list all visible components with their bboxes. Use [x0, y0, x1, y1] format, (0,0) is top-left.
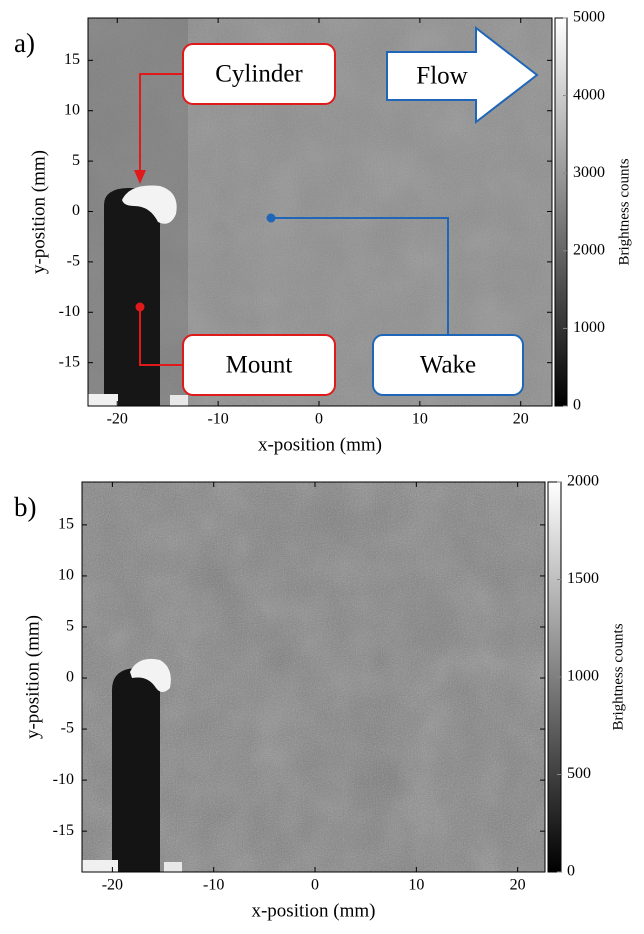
annotation-box [182, 334, 336, 396]
y-tick-label: -15 [59, 353, 80, 370]
y-tick-label: -5 [61, 720, 74, 737]
y-tick-label: 10 [64, 101, 80, 118]
colorbar-label: Brightness counts [616, 158, 632, 265]
annotation-box [182, 43, 336, 105]
y-axis-label: y-position (mm) [28, 150, 49, 274]
x-tick-label: -20 [102, 877, 123, 894]
y-tick-label: 15 [64, 51, 80, 68]
x-tick-label: 10 [412, 411, 428, 428]
x-tick-label: -10 [203, 877, 224, 894]
colorbar-tick-label: 0 [567, 863, 575, 880]
leader [139, 73, 183, 172]
colorbar-tick-label: 4000 [573, 86, 605, 103]
colorbar-tick-label: 2000 [567, 473, 599, 490]
x-tick-label: 0 [315, 411, 323, 428]
colorbar-label: Brightness counts [610, 623, 626, 730]
x-tick-label: -20 [107, 411, 128, 428]
annotation: Wake [420, 352, 476, 379]
annotation-box [372, 334, 524, 396]
colorbar-tick-label: 3000 [573, 164, 605, 181]
colorbar-tick-label: 500 [567, 765, 591, 782]
panel-label: b) [14, 492, 37, 522]
annotation: Flow [416, 63, 467, 90]
y-tick-label: -15 [53, 822, 74, 839]
annotation: Mount [226, 352, 293, 379]
colorbar-tick-label: 5000 [573, 9, 605, 26]
x-axis-label: x-position (mm) [251, 900, 375, 921]
colorbar-tick-label: 0 [573, 397, 581, 414]
x-tick-label: 10 [408, 877, 424, 894]
y-tick-label: -10 [53, 771, 74, 788]
panel-label: a) [14, 28, 35, 58]
axes: -20 -10 0 10 20 -15 -10 -5 0 5 10 15 x-position (mm)… [14, 9, 632, 922]
colorbar [554, 17, 568, 407]
y-tick-label: 15 [58, 516, 74, 533]
y-tick-label: 5 [66, 618, 74, 635]
x-tick-label: 20 [513, 411, 529, 428]
arrowhead [134, 170, 146, 184]
colorbar-tick-label: 2000 [573, 241, 605, 258]
y-tick-label: 10 [58, 567, 74, 584]
colorbar-tick-label: 1500 [567, 570, 599, 587]
annotation: Cylinder [215, 61, 303, 88]
x-tick-label: 20 [510, 877, 526, 894]
x-tick-label: 0 [311, 877, 319, 894]
image-b [82, 482, 545, 872]
marker [266, 213, 276, 223]
marker [135, 302, 145, 312]
frame [87, 17, 553, 407]
y-tick-label: -5 [67, 253, 80, 270]
colorbar-tick-label: 1000 [573, 319, 605, 336]
y-tick-label: 0 [66, 669, 74, 686]
colorbar-tick-label: 1000 [567, 668, 599, 685]
annotations: Cylinder Flow Mount Wake [134, 25, 539, 396]
y-tick-label: 0 [72, 202, 80, 219]
y-axis-label: y-position (mm) [22, 615, 43, 739]
leader [271, 217, 449, 335]
frame [81, 481, 546, 873]
y-tick-label: 5 [72, 152, 80, 169]
x-axis-label: x-position (mm) [258, 434, 382, 455]
flow-arrow [386, 25, 539, 125]
x-tick-label: -10 [207, 411, 228, 428]
y-tick-label: -10 [59, 303, 80, 320]
leader [139, 307, 183, 366]
